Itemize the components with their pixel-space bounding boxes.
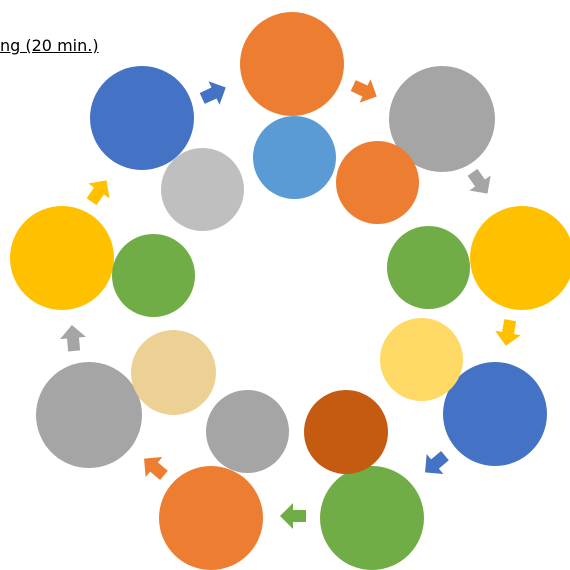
outer-circle-blue-bottom-right [443,362,547,466]
outer-circle-gold-left [10,206,114,310]
inner-circle-light-gray [161,148,244,231]
outer-circle-orange-top [240,12,344,116]
inner-circle-gray [206,390,289,473]
inner-circle-green-left [112,234,195,317]
arrow-blue-bottom-right-icon [414,443,456,485]
outer-circle-blue-top-left [90,66,194,170]
inner-circle-dark-orange [304,390,388,474]
arrow-gold-top-left-icon [78,170,120,212]
outer-circle-green-bottom [320,466,424,570]
heading-text: ng (20 min.) [0,36,99,55]
inner-circle-light-blue [253,116,336,199]
arrow-orange-bottom-left-icon [133,446,175,488]
arrow-gray-right-icon [459,162,501,204]
inner-circle-tan [131,330,216,415]
arrow-gold-right-lower-icon [491,316,526,351]
outer-circle-orange-bottom [159,466,263,570]
inner-circle-light-gold [380,318,463,401]
arrow-orange-top-right-icon [345,71,385,111]
outer-circle-gray-bottom-left [36,362,142,468]
outer-circle-gold-right [470,206,570,310]
arrow-green-bottom-icon [278,501,308,531]
arrow-gray-left-icon [57,322,90,355]
arrow-blue-top-icon [194,73,234,113]
inner-circle-orange [336,141,419,224]
inner-circle-green-right [387,226,470,309]
